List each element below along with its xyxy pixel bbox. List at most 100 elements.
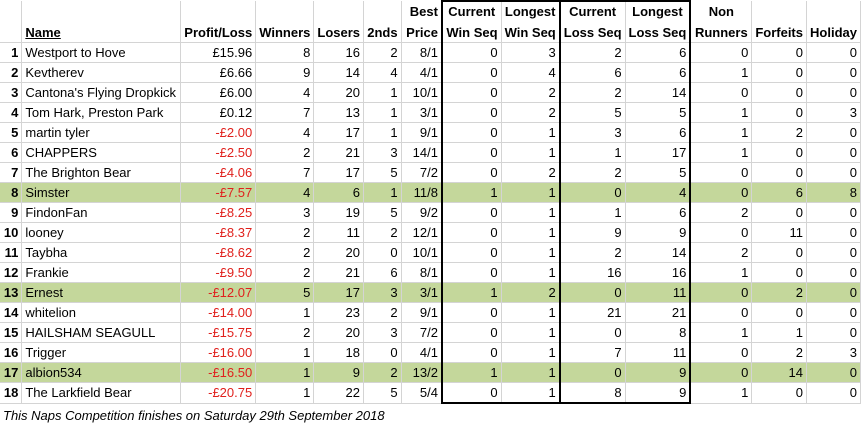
- best-price-cell: 11/8: [401, 183, 442, 203]
- holiday-cell: 0: [806, 263, 860, 283]
- profit-loss-cell: -£8.25: [181, 203, 256, 223]
- table-row: 16 Trigger -£16.00 1 18 0 4/1 0 1 7 11 0 2 3: [0, 343, 861, 363]
- seconds-cell: 4: [364, 63, 402, 83]
- holiday-cell: 3: [806, 343, 860, 363]
- seconds-cell: 0: [364, 343, 402, 363]
- longest-win-seq-cell: 1: [501, 303, 560, 323]
- longest-loss-seq-header: Loss Seq: [625, 21, 690, 43]
- current-loss-seq-cell: 0: [560, 283, 625, 303]
- non-runners-cell: 0: [690, 223, 751, 243]
- longest-loss-seq-cell: 6: [625, 203, 690, 223]
- table-row: 15 HAILSHAM SEAGULL -£15.75 2 20 3 7/2 0 1 0 8 1 1 0: [0, 323, 861, 343]
- table-row: 4 Tom Hark, Preston Park £0.12 7 13 1 3/1 0 2 5 5 1…: [0, 103, 861, 123]
- current-loss-seq-cell: 6: [560, 63, 625, 83]
- seconds-cell: 1: [364, 183, 402, 203]
- current-win-seq-header: Win Seq: [442, 21, 501, 43]
- winners-cell: 3: [256, 203, 314, 223]
- player-name-cell: The Larkfield Bear: [22, 383, 181, 404]
- winners-cell: 8: [256, 43, 314, 63]
- profit-loss-cell: -£2.50: [181, 143, 256, 163]
- player-name-cell: Tom Hark, Preston Park: [22, 103, 181, 123]
- rank-cell: 11: [0, 243, 22, 263]
- player-name-cell: Westport to Hove: [22, 43, 181, 63]
- rank-cell: 13: [0, 283, 22, 303]
- holiday-cell: 0: [806, 43, 860, 63]
- rank-cell: 6: [0, 143, 22, 163]
- losers-cell: 21: [314, 143, 364, 163]
- seconds-cell: 6: [364, 263, 402, 283]
- winners-cell: 5: [256, 283, 314, 303]
- forfeits-cell: 0: [752, 43, 807, 63]
- longest-win-seq-cell: 1: [501, 363, 560, 383]
- winners-cell: 2: [256, 243, 314, 263]
- non-runners-cell: 2: [690, 203, 751, 223]
- player-name-cell: Trigger: [22, 343, 181, 363]
- current-win-seq-cell: 0: [442, 103, 501, 123]
- seconds-cell: 1: [364, 123, 402, 143]
- current-loss-seq-cell: 8: [560, 383, 625, 404]
- forfeits-cell: 0: [752, 263, 807, 283]
- current-win-header-top: Current: [442, 1, 501, 21]
- non-runners-cell: 1: [690, 143, 751, 163]
- profit-loss-cell: -£12.07: [181, 283, 256, 303]
- table-row: 8 Simster -£7.57 4 6 1 11/8 1 1 0 4 0 6 8: [0, 183, 861, 203]
- losers-cell: 13: [314, 103, 364, 123]
- table-row: 10 looney -£8.37 2 11 2 12/1 0 1 9 9 0 11 0: [0, 223, 861, 243]
- longest-loss-seq-cell: 11: [625, 283, 690, 303]
- profit-loss-cell: -£8.37: [181, 223, 256, 243]
- losers-cell: 9: [314, 363, 364, 383]
- player-name-cell: FindonFan: [22, 203, 181, 223]
- player-name-cell: Simster: [22, 183, 181, 203]
- losers-cell: 21: [314, 263, 364, 283]
- rank-cell: 16: [0, 343, 22, 363]
- rank-cell: 9: [0, 203, 22, 223]
- forfeits-cell: 0: [752, 63, 807, 83]
- losers-cell: 20: [314, 243, 364, 263]
- non-runners-cell: 0: [690, 183, 751, 203]
- best-price-cell: 4/1: [401, 343, 442, 363]
- longest-win-seq-cell: 2: [501, 83, 560, 103]
- longest-win-seq-cell: 2: [501, 163, 560, 183]
- profit-loss-cell: -£2.00: [181, 123, 256, 143]
- forfeits-cell: 0: [752, 243, 807, 263]
- forfeits-cell: 6: [752, 183, 807, 203]
- current-win-seq-cell: 0: [442, 123, 501, 143]
- table-row: 17 albion534 -£16.50 1 9 2 13/2 1 1 0 9 0 14 0: [0, 363, 861, 383]
- seconds-cell: 0: [364, 243, 402, 263]
- profit-loss-cell: £6.00: [181, 83, 256, 103]
- current-win-seq-cell: 0: [442, 323, 501, 343]
- longest-loss-seq-cell: 14: [625, 243, 690, 263]
- losers-cell: 16: [314, 43, 364, 63]
- current-win-seq-cell: 0: [442, 43, 501, 63]
- profit-loss-cell: £15.96: [181, 43, 256, 63]
- rank-cell: 5: [0, 123, 22, 143]
- current-loss-seq-cell: 0: [560, 323, 625, 343]
- non-runners-cell: 2: [690, 243, 751, 263]
- forfeits-cell: 11: [752, 223, 807, 243]
- non-runners-cell: 0: [690, 343, 751, 363]
- profit-loss-cell: -£8.62: [181, 243, 256, 263]
- player-name-cell: looney: [22, 223, 181, 243]
- current-loss-seq-cell: 16: [560, 263, 625, 283]
- table-row: 1 Westport to Hove £15.96 8 16 2 8/1 0 3 2 6 0 0 0: [0, 43, 861, 63]
- forfeits-cell: 0: [752, 383, 807, 404]
- losers-cell: 19: [314, 203, 364, 223]
- player-name-cell: whitelion: [22, 303, 181, 323]
- player-name-cell: Kevtherev: [22, 63, 181, 83]
- table-body: 1 Westport to Hove £15.96 8 16 2 8/1 0 3 2 6 0 0 0 2 Ke…: [0, 43, 861, 404]
- non-runners-cell: 1: [690, 63, 751, 83]
- table-row: 5 martin tyler -£2.00 4 17 1 9/1 0 1 3 6 1 2 0: [0, 123, 861, 143]
- forfeits-cell: 2: [752, 123, 807, 143]
- longest-win-seq-cell: 1: [501, 183, 560, 203]
- winners-cell: 4: [256, 183, 314, 203]
- current-loss-seq-cell: 21: [560, 303, 625, 323]
- rank-cell: 4: [0, 103, 22, 123]
- rank-cell: 12: [0, 263, 22, 283]
- best-price-cell: 12/1: [401, 223, 442, 243]
- longest-win-seq-cell: 2: [501, 103, 560, 123]
- winners-cell: 1: [256, 383, 314, 404]
- losers-cell: 23: [314, 303, 364, 323]
- holiday-cell: 0: [806, 123, 860, 143]
- longest-loss-seq-cell: 9: [625, 383, 690, 404]
- current-win-seq-cell: 1: [442, 363, 501, 383]
